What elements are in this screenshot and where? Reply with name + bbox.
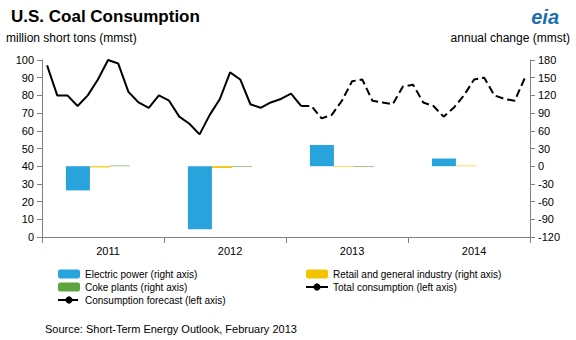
svg-text:40: 40 — [22, 160, 34, 172]
svg-text:90: 90 — [538, 107, 550, 119]
svg-text:60: 60 — [538, 125, 550, 137]
svg-text:Total consumption (left axis): Total consumption (left axis) — [333, 282, 457, 293]
svg-text:2014: 2014 — [462, 245, 486, 257]
svg-text:Consumption forecast (left axi: Consumption forecast (left axis) — [85, 295, 226, 306]
svg-text:million short tons (mmst): million short tons (mmst) — [6, 31, 137, 45]
svg-text:30: 30 — [22, 178, 34, 190]
svg-text:Source: Short-Term Energy Outl: Source: Short-Term Energy Outlook, Febru… — [45, 323, 297, 335]
svg-text:-90: -90 — [538, 213, 554, 225]
svg-text:60: 60 — [22, 125, 34, 137]
svg-text:80: 80 — [22, 89, 34, 101]
svg-text:2013: 2013 — [340, 245, 364, 257]
svg-text:100: 100 — [16, 54, 34, 66]
svg-text:U.S. Coal Consumption: U.S. Coal Consumption — [11, 7, 200, 26]
svg-text:-30: -30 — [538, 178, 554, 190]
svg-text:2011: 2011 — [96, 245, 120, 257]
svg-text:2012: 2012 — [218, 245, 242, 257]
svg-text:20: 20 — [22, 196, 34, 208]
svg-text:10: 10 — [22, 213, 34, 225]
svg-text:50: 50 — [22, 143, 34, 155]
svg-text:0: 0 — [28, 231, 34, 243]
svg-text:70: 70 — [22, 107, 34, 119]
svg-text:180: 180 — [538, 54, 556, 66]
svg-text:-120: -120 — [538, 231, 560, 243]
svg-text:-60: -60 — [538, 196, 554, 208]
svg-text:Electric power (right axis): Electric power (right axis) — [85, 269, 197, 280]
svg-text:120: 120 — [538, 89, 556, 101]
svg-text:150: 150 — [538, 72, 556, 84]
svg-text:Retail and general industry (r: Retail and general industry (right axis) — [333, 269, 501, 280]
svg-text:annual change (mmst): annual change (mmst) — [451, 31, 570, 45]
svg-text:eia: eia — [531, 6, 559, 28]
svg-text:0: 0 — [538, 160, 544, 172]
svg-text:30: 30 — [538, 143, 550, 155]
svg-text:Coke plants (right axis): Coke plants (right axis) — [85, 282, 187, 293]
svg-text:90: 90 — [22, 72, 34, 84]
